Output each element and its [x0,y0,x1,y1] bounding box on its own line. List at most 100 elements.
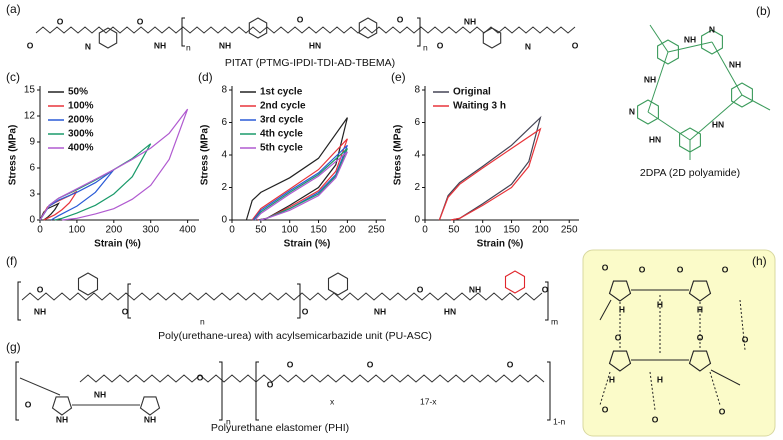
atom-label: O [197,372,204,382]
atom-label: O [287,359,294,369]
legend-label: 2nd cycle [260,101,306,112]
bracket [15,361,19,421]
ring [608,280,632,302]
atom-label: O [722,264,729,274]
panel-label: (a) [6,2,21,16]
atom-label: O [25,399,32,409]
ring [248,17,268,39]
atom-label: HN [712,119,724,129]
atom-label: NH [644,74,656,84]
atom-label: N [709,24,715,34]
x-tick-label: 0 [37,225,43,236]
x-tick-label: 50 [255,225,267,236]
atom-label: O [297,14,304,24]
atom-label: NH [144,414,156,424]
bond [667,41,713,53]
x-tick-label: 100 [281,225,298,236]
ring [98,27,118,49]
legend-label: 400% [68,143,94,154]
atom-label: N [525,41,531,51]
atom-label: H [657,374,663,384]
legend-label: 5th cycle [260,143,303,154]
x-tick-label: 200 [339,225,356,236]
y-tick-label: 4 [414,150,420,161]
legend-label: 200% [68,115,94,126]
atom-label: O [137,16,144,26]
series-line [251,138,348,221]
atom-label: HN [444,306,456,316]
ring [608,350,632,372]
panel-label: (h) [752,254,767,268]
y-tick-label: 0 [221,215,227,226]
bond-chain [21,292,543,301]
y-axis-title: Stress (MPa) [393,125,404,186]
subscript: n [186,42,191,52]
atom-label: O [719,406,726,416]
ring [77,272,99,296]
atom-label: O [602,262,609,272]
bond-chain [79,374,545,383]
atom-label: O [602,404,609,414]
legend-label: 300% [68,129,94,140]
subscript: 17-x [420,396,437,406]
bond [599,299,612,321]
atom-label: O [267,379,274,389]
x-tick-label: 400 [179,225,196,236]
bond [689,94,743,141]
bond [647,111,691,141]
bracket [219,361,223,421]
series-line [245,117,348,221]
ring [139,396,161,416]
x-tick-label: 100 [69,225,86,236]
bracket [417,17,421,47]
ring [358,17,378,39]
atom-label: NH [34,306,46,316]
x-axis-title: Strain (%) [284,239,331,250]
atom-label: O [367,359,374,369]
y-tick-label: 3 [29,189,35,200]
legend-label: Original [453,87,491,98]
legend-label: 50% [68,87,88,98]
y-tick-label: 12 [24,111,36,122]
atom-label: HN [309,40,321,50]
subscript: n [226,416,231,426]
atom-label: N [85,41,91,51]
y-tick-label: 15 [24,85,36,96]
y-tick-label: 0 [29,215,35,226]
legend-label: 4th cycle [260,129,303,140]
panel-label: (c) [6,70,20,84]
ring [482,27,502,49]
y-axis-title: Stress (MPa) [200,125,211,186]
x-tick-label: 300 [142,225,159,236]
atom-label: NH [154,40,166,50]
x-tick-label: 0 [229,225,235,236]
atom-label: O [639,264,646,274]
series-line [39,108,189,221]
bond-chain [35,26,576,34]
atom-label: O [742,334,749,344]
atom-label: O [572,40,579,50]
bracket [297,283,301,319]
ring [504,270,526,294]
ring [327,272,349,296]
caption: PITAT (PTMG-IPDI-TDI-AD-TBEMA) [225,57,395,69]
x-tick-label: 100 [474,225,491,236]
series-line [254,148,348,221]
hydrogen-bond [709,371,721,406]
ring [679,127,701,153]
atom-label: H [609,374,615,384]
x-tick-label: 150 [310,225,327,236]
y-tick-label: 6 [221,117,227,128]
bond [710,369,741,386]
atom-label: NH [729,59,741,69]
atom-label: NH [219,40,231,50]
subscript: m [551,316,558,326]
x-tick-label: 150 [503,225,520,236]
bond [711,41,743,96]
atom-label: O [437,40,444,50]
atom-label: O [302,306,309,316]
bracket [181,17,185,47]
y-tick-label: 6 [414,117,420,128]
hydrogen-bond [739,299,746,351]
